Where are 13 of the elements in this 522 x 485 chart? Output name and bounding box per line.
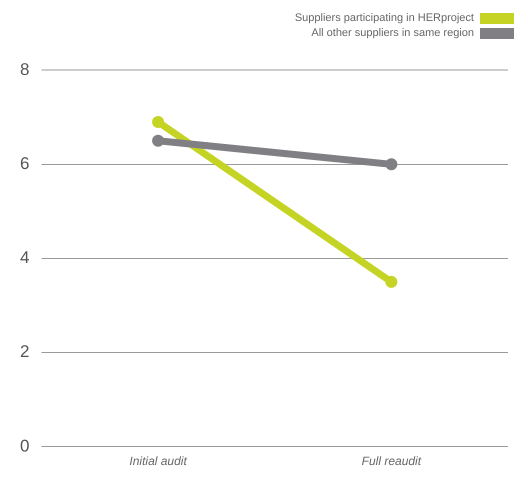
y-tick-label: 6 [20,154,30,173]
y-tick-label: 4 [20,248,30,268]
legend-label: Suppliers participating in HERproject [294,12,474,24]
point [385,158,398,170]
y-tick-label: 0 [20,436,30,456]
y-tick-label: 2 [20,342,30,362]
x-tick-label: Initial audit [129,454,188,468]
point [385,276,398,288]
y-tick-label: 8 [20,60,30,79]
point [152,116,164,128]
x-tick-label: Full reaudit [362,454,422,468]
legend-label: All other suppliers in same region [311,27,474,39]
point [152,134,164,147]
